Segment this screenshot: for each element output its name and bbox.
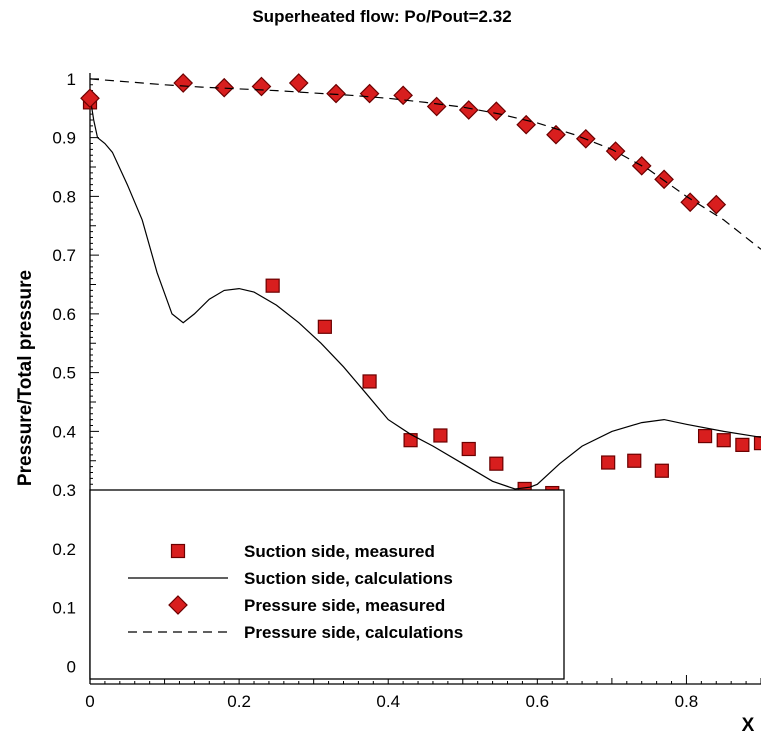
pressure-measured-point — [288, 73, 309, 93]
legend-label: Suction side, measured — [244, 542, 435, 561]
pressure-measured-point — [251, 76, 272, 97]
pressure-measured-point — [359, 83, 380, 104]
suction-measured-point — [489, 456, 504, 471]
chart-title: Superheated flow: Po/Pout=2.32 — [252, 7, 511, 26]
suction-measured-point — [601, 455, 616, 470]
suction-measured-point — [753, 436, 761, 451]
y-tick-label: 0 — [67, 657, 76, 676]
pressure-measured-point — [654, 169, 674, 190]
x-tick-label: 0.8 — [675, 692, 699, 711]
y-tick-label: 0.5 — [52, 364, 76, 383]
x-tick-label: 0.6 — [526, 692, 550, 711]
series-2 — [89, 96, 761, 490]
y-tick-label: 0.3 — [52, 481, 76, 500]
suction-measured-point — [697, 428, 713, 444]
y-tick-label: 1 — [67, 70, 76, 89]
axes: 0 0.1 0.2 0.3 0.4 0.5 0.6 0.7 0.8 0.9 1 0 0.2 0.4 0.6 0… — [52, 70, 761, 711]
y-tick-label: 0.6 — [52, 305, 76, 324]
pressure-measured-point — [80, 88, 100, 109]
suction-measured-point — [433, 428, 448, 443]
legend-label: Suction side, calculations — [244, 569, 453, 588]
y-tick-label: 0.8 — [52, 187, 76, 206]
suction-calc-line — [89, 96, 761, 490]
series-1 — [82, 95, 761, 501]
suction-measured-point — [403, 433, 418, 448]
suction-measured-point — [265, 278, 280, 293]
y-tick-label: 0.2 — [52, 540, 76, 559]
pressure-measured-point — [516, 114, 536, 135]
series-3 — [80, 73, 727, 215]
pressure-measured-point — [426, 96, 447, 117]
pressure-measured-point — [393, 85, 413, 106]
x-axis-label: X — [742, 715, 755, 736]
legend-label: Pressure side, measured — [244, 596, 445, 615]
pressure-calc-line — [89, 78, 761, 250]
suction-measured-point — [627, 453, 642, 468]
suction-measured-point — [362, 374, 377, 389]
suction-measured-point — [317, 319, 332, 334]
y-tick-label: 0.1 — [52, 599, 76, 618]
pressure-measured-point — [486, 101, 507, 122]
suction-measured-point — [654, 463, 669, 478]
y-tick-label: 0.9 — [52, 129, 76, 148]
series-layer — [80, 73, 761, 501]
legend-suction-measured-marker — [170, 543, 186, 559]
x-tick-label: 0.4 — [376, 692, 400, 711]
legend-box — [89, 489, 565, 680]
pressure-measured-point — [680, 192, 701, 213]
pressure-measured-point — [546, 124, 566, 145]
pressure-measured-point — [326, 83, 346, 104]
suction-measured-point — [716, 433, 731, 448]
pressure-measured-point — [706, 194, 727, 215]
y-tick-label: 0.4 — [52, 422, 76, 441]
y-tick-label: 0.7 — [52, 246, 76, 265]
legend-pressure-measured-marker — [168, 595, 188, 615]
legend: Suction side, measured Suction side, calc… — [89, 489, 565, 680]
suction-measured-point — [735, 437, 750, 452]
pressure-measured-point — [173, 73, 194, 93]
legend-label: Pressure side, calculations — [244, 623, 463, 642]
x-tick-label: 0.2 — [227, 692, 251, 711]
x-tick-label: 0 — [85, 692, 94, 711]
y-axis-label: Pressure/Total pressure — [15, 270, 36, 486]
series-4 — [89, 78, 761, 250]
suction-measured-point — [461, 441, 476, 457]
pressure-measured-point — [214, 77, 235, 98]
pressure-measured-point — [458, 100, 479, 120]
